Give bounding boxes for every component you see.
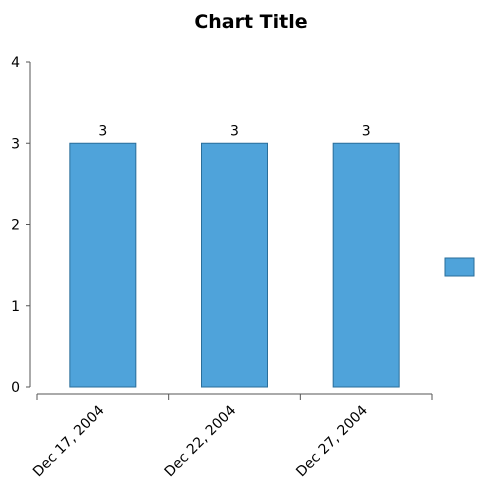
x-tick-label: Dec 22, 2004 xyxy=(162,402,240,480)
data-label: 3 xyxy=(230,123,239,139)
legend xyxy=(444,257,475,277)
legend-swatch xyxy=(444,257,475,277)
y-tick-label: 2 xyxy=(11,218,20,234)
bar xyxy=(332,142,400,388)
y-tick-label: 0 xyxy=(11,380,20,396)
bar xyxy=(69,142,137,388)
bar xyxy=(201,142,268,388)
x-axis: Dec 17, 2004 Dec 22, 2004 Dec 27, 2004 xyxy=(30,393,433,480)
x-tick-label: Dec 27, 2004 xyxy=(293,402,371,480)
y-axis: 0 1 2 3 4 xyxy=(11,55,31,396)
data-label: 3 xyxy=(98,123,107,139)
y-tick-label: 3 xyxy=(11,136,20,152)
y-tick-label: 1 xyxy=(11,299,20,315)
chart-title: Chart Title xyxy=(194,11,307,33)
data-label: 3 xyxy=(362,123,371,139)
bar-series: 3 3 3 xyxy=(69,123,400,388)
y-tick-label: 4 xyxy=(11,55,20,71)
x-tick-label: Dec 17, 2004 xyxy=(30,402,108,480)
